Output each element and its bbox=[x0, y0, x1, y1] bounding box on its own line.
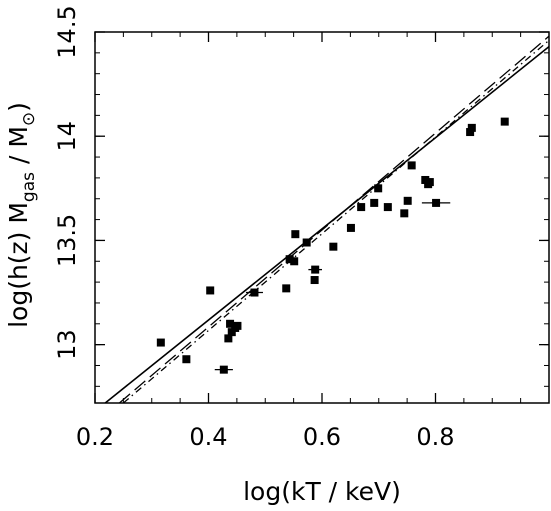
data-point bbox=[425, 178, 434, 187]
x-axis-title: log(kT / keV) bbox=[243, 477, 401, 506]
x-tick-label: 0.6 bbox=[303, 423, 341, 451]
data-point bbox=[285, 255, 294, 264]
data-point bbox=[329, 242, 338, 251]
x-tick-label: 0.4 bbox=[189, 423, 227, 451]
data-point bbox=[156, 338, 165, 347]
axis-ticks bbox=[94, 31, 550, 403]
sun-symbol: ⊙ bbox=[19, 112, 39, 126]
y-axis-title-subscript: gas bbox=[19, 172, 39, 202]
x-tick-label: 0.2 bbox=[76, 423, 114, 451]
data-point bbox=[400, 209, 409, 218]
y-tick-label: 14 bbox=[53, 121, 81, 152]
x-tick-label: 0.8 bbox=[416, 423, 454, 451]
data-point bbox=[290, 257, 299, 266]
data-point bbox=[291, 230, 300, 239]
data-point bbox=[219, 365, 228, 374]
data-point bbox=[383, 203, 392, 212]
data-point bbox=[302, 238, 311, 247]
fit-line-dashed bbox=[118, 35, 549, 403]
data-point bbox=[374, 184, 383, 193]
data-point bbox=[227, 328, 236, 337]
data-point bbox=[346, 223, 355, 232]
data-point bbox=[224, 334, 233, 343]
y-axis-title-suffix: / M bbox=[4, 126, 33, 172]
data-point bbox=[432, 198, 441, 207]
data-point bbox=[310, 276, 319, 285]
data-point bbox=[407, 161, 416, 170]
data-point bbox=[357, 203, 366, 212]
y-axis-title-prefix: log(h(z) M bbox=[4, 202, 33, 328]
y-axis-title-close: ) bbox=[4, 102, 33, 112]
data-point bbox=[500, 117, 509, 126]
data-point bbox=[421, 175, 430, 184]
fit-line-dotted bbox=[122, 39, 549, 403]
tick-labels: 0.2 0.4 0.6 0.8 13 13.5 14 14.5 bbox=[53, 5, 455, 451]
data-points bbox=[156, 117, 509, 374]
data-point bbox=[466, 128, 475, 137]
data-point bbox=[311, 265, 320, 274]
data-point bbox=[467, 123, 476, 132]
data-point bbox=[250, 288, 259, 297]
y-axis-title: log(h(z) Mgas / M⊙) bbox=[4, 102, 39, 328]
y-tick-label: 13 bbox=[53, 329, 81, 360]
y-tick-label: 14.5 bbox=[53, 5, 81, 58]
data-point bbox=[206, 286, 215, 295]
data-point bbox=[403, 196, 412, 205]
data-point bbox=[233, 321, 242, 330]
data-point bbox=[282, 284, 291, 293]
data-point bbox=[226, 319, 235, 328]
plot-frame bbox=[94, 31, 550, 404]
fit-lines bbox=[104, 35, 549, 403]
data-point bbox=[370, 198, 379, 207]
y-tick-label: 13.5 bbox=[53, 214, 81, 267]
data-point bbox=[182, 355, 191, 364]
